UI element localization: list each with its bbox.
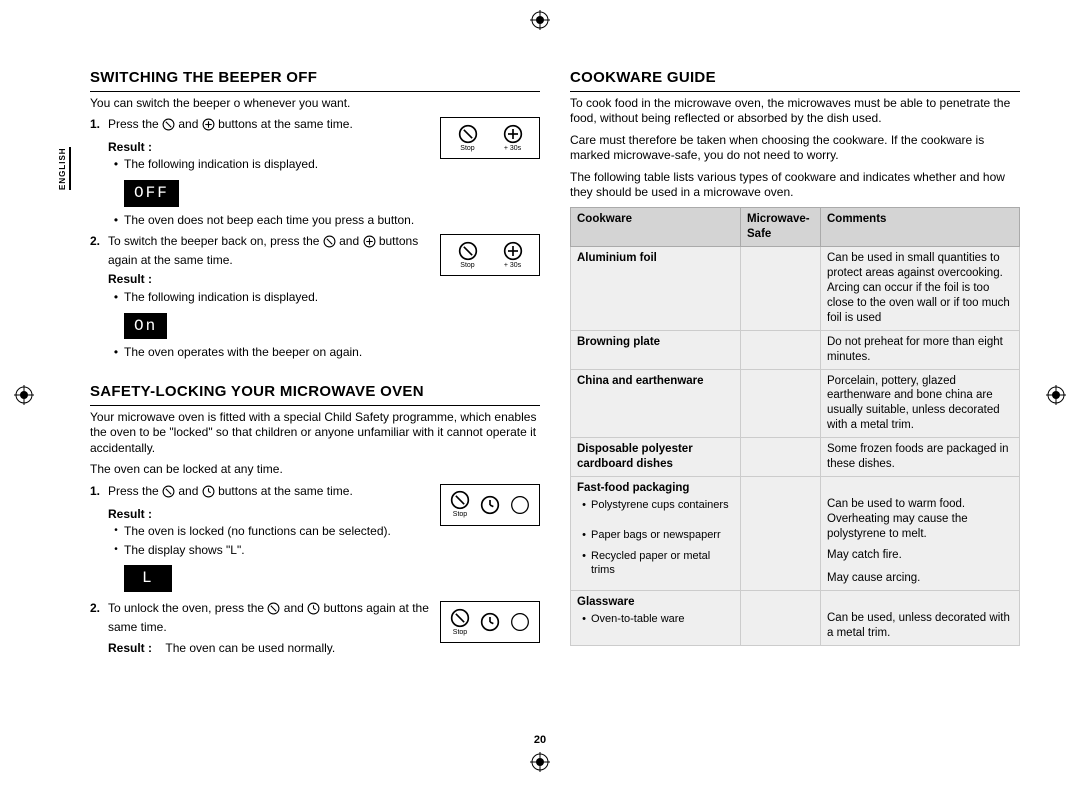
button-illustration-4: Stop bbox=[440, 601, 540, 643]
registration-mark-bottom bbox=[530, 752, 550, 777]
cookware-table: Cookware Microwave-Safe Comments Alumini… bbox=[570, 207, 1020, 646]
safety-r1-b1: The oven is locked (no functions can be … bbox=[124, 524, 391, 540]
stop-icon bbox=[162, 485, 175, 503]
registration-mark-top bbox=[530, 10, 550, 35]
beeper-r1-b2: The oven does not beep each time you pre… bbox=[124, 213, 414, 229]
table-row: Aluminium foil Can be used in small quan… bbox=[571, 246, 1020, 330]
section-title-safety: SAFETY-LOCKING YOUR MICROWAVE OVEN bbox=[90, 382, 540, 406]
section-title-cookware: COOKWARE GUIDE bbox=[570, 68, 1020, 92]
stop-icon bbox=[267, 602, 280, 620]
safety-p1: Your microwave oven is fitted with a spe… bbox=[90, 410, 540, 457]
table-row: Disposable polyester cardboard dishes So… bbox=[571, 438, 1020, 477]
button-illustration-2: Stop + 30s bbox=[440, 234, 540, 276]
lcd-on: On bbox=[124, 313, 167, 340]
stop-icon bbox=[323, 235, 336, 253]
right-column: COOKWARE GUIDE To cook food in the micro… bbox=[570, 68, 1020, 727]
table-header-cookware: Cookware bbox=[571, 208, 741, 247]
beeper-r2-b2: The oven operates with the beeper on aga… bbox=[124, 345, 362, 361]
language-tab: ENGLISH bbox=[58, 147, 71, 190]
table-header-safe: Microwave-Safe bbox=[741, 208, 821, 247]
plus30-icon bbox=[363, 235, 376, 253]
plus30-icon bbox=[202, 118, 215, 136]
button-illustration-3: Stop bbox=[440, 484, 540, 526]
beeper-r2-b1: The following indication is displayed. bbox=[124, 290, 318, 306]
table-row: Browning plate Do not preheat for more t… bbox=[571, 330, 1020, 369]
section-title-beeper: SWITCHING THE BEEPER OFF bbox=[90, 68, 540, 92]
stop-icon bbox=[162, 118, 175, 136]
safety-p2: The oven can be locked at any time. bbox=[90, 462, 540, 478]
beeper-intro: You can switch the beeper o whenever you… bbox=[90, 96, 540, 112]
left-column: SWITCHING THE BEEPER OFF You can switch … bbox=[90, 68, 540, 727]
safety-step1: Press the and buttons at the same time. bbox=[108, 484, 434, 503]
table-row: Glassware Oven-to-table ware Can be used… bbox=[571, 590, 1020, 645]
safety-step2: To unlock the oven, press the and button… bbox=[108, 601, 434, 635]
page-number: 20 bbox=[0, 733, 1080, 747]
cookware-p3: The following table lists various types … bbox=[570, 170, 1020, 201]
cookware-p2: Care must therefore be taken when choosi… bbox=[570, 133, 1020, 164]
registration-mark-right bbox=[1046, 385, 1066, 410]
clock-icon bbox=[307, 602, 320, 620]
table-row: China and earthenware Porcelain, pottery… bbox=[571, 369, 1020, 438]
lcd-l: L bbox=[124, 565, 172, 592]
registration-mark-left bbox=[14, 385, 34, 410]
cookware-p1: To cook food in the microwave oven, the … bbox=[570, 96, 1020, 127]
lcd-off: OFF bbox=[124, 180, 179, 207]
button-illustration-1: Stop + 30s bbox=[440, 117, 540, 159]
safety-r1-b2: The display shows "L". bbox=[124, 543, 245, 559]
table-row: Fast-food packaging Polystyrene cups con… bbox=[571, 477, 1020, 591]
beeper-step2: To switch the beeper back on, press the … bbox=[108, 234, 434, 268]
safety-result2: Result : The oven can be used normally. bbox=[108, 641, 540, 657]
beeper-step1: Press the and buttons at the same time. bbox=[108, 117, 434, 136]
beeper-r1-b1: The following indication is displayed. bbox=[124, 157, 318, 173]
clock-icon bbox=[202, 485, 215, 503]
table-header-comments: Comments bbox=[821, 208, 1020, 247]
